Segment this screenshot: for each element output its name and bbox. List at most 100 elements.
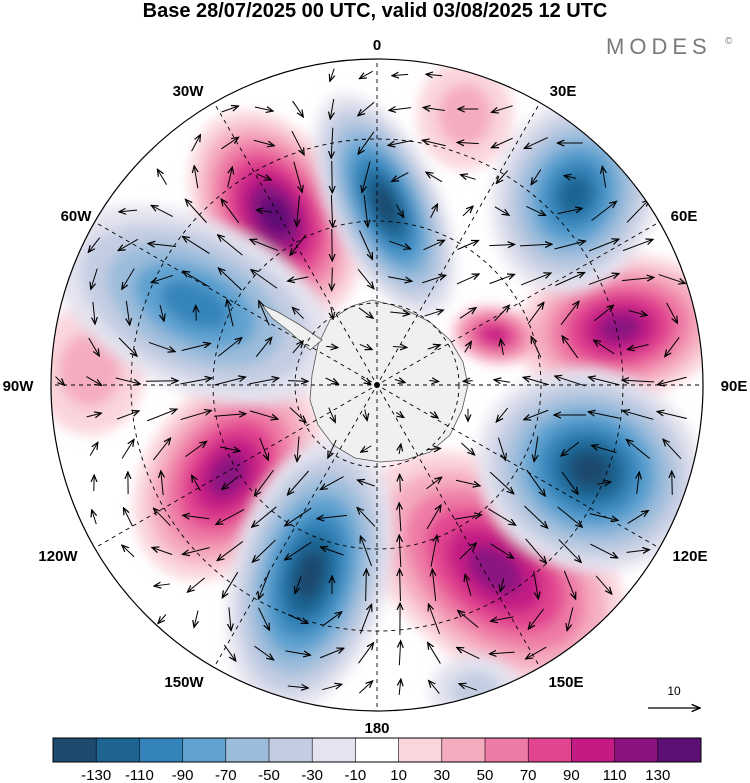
wind-vector (285, 541, 312, 560)
wind-vector (185, 441, 206, 458)
wind-vector (192, 475, 201, 491)
wind-vector (145, 381, 178, 382)
wind-vector (362, 161, 371, 193)
lon-label-120e: 120E (672, 548, 707, 565)
wind-vector (430, 535, 437, 567)
wind-vector (427, 448, 441, 449)
wind-vector (533, 571, 539, 599)
wind-vector (331, 194, 332, 227)
wind-vector (152, 547, 173, 555)
wind-vector (464, 342, 472, 353)
wind-vector (427, 345, 441, 349)
wind-vector (359, 344, 372, 349)
wind-vector (627, 511, 649, 524)
colorbar-segment-9 (441, 738, 486, 762)
wind-vector (55, 376, 65, 386)
wind-vector (588, 377, 620, 386)
wind-vector (555, 376, 586, 387)
colorbar-tick-label: -10 (345, 767, 367, 783)
antarctica-landmass (309, 299, 469, 463)
wind-vector (360, 536, 373, 567)
wind-vectors (55, 68, 687, 696)
wind-vector (219, 447, 240, 451)
wind-vector (524, 505, 547, 528)
wind-vector (491, 137, 513, 148)
wind-vector (218, 235, 243, 256)
wind-vector (628, 310, 647, 316)
wind-vector (663, 439, 682, 460)
wind-vector (602, 166, 605, 188)
wind-vector (253, 139, 275, 146)
wind-vector (627, 343, 649, 349)
lon-label-30w: 30W (173, 83, 205, 100)
colorbar-segment-3 (182, 738, 227, 762)
wind-vector (222, 476, 239, 490)
wind-vector (148, 243, 176, 246)
wind-vector (361, 445, 372, 452)
wind-vector (181, 343, 211, 351)
wind-vector (672, 471, 673, 495)
wind-vector (118, 238, 139, 250)
wind-vector (259, 301, 270, 326)
wind-vector (459, 308, 476, 319)
wind-vector (251, 270, 278, 289)
wind-vector (366, 569, 367, 602)
wind-vector (626, 550, 650, 553)
colorbar-segment-11 (528, 738, 572, 762)
colorbar-segment-8 (398, 738, 443, 762)
wind-vector (591, 201, 617, 222)
colorbar-tick-label: 110 (603, 767, 627, 783)
wind-vector (325, 377, 339, 384)
wind-vector (292, 307, 304, 319)
wind-vector (496, 170, 509, 184)
wind-vector (256, 210, 272, 212)
wind-vector (531, 337, 542, 358)
colorbar-tick-label: -50 (258, 767, 280, 783)
lon-label-60e: 60E (671, 208, 698, 225)
lon-label-0: 0 (373, 37, 381, 54)
wind-vector (332, 267, 333, 291)
wind-vector (501, 339, 504, 356)
lon-label-150w: 150W (164, 674, 204, 691)
wind-vector (287, 614, 308, 624)
negative-anomaly-s-level-6 (295, 550, 325, 600)
wind-vector (148, 341, 175, 351)
wind-vector (519, 244, 552, 246)
wind-vector (331, 127, 333, 158)
wind-vector (221, 106, 239, 113)
wind-vector (637, 472, 640, 494)
wind-vector (116, 411, 139, 420)
wind-vector (588, 239, 619, 252)
positive-anomaly-sw-level-5 (208, 453, 248, 497)
wind-vector (295, 576, 302, 594)
wind-vector (151, 274, 173, 282)
colorbar-segment-12 (571, 738, 616, 762)
wind-vector (399, 503, 401, 532)
wind-vector (183, 515, 210, 518)
wind-vector (422, 140, 446, 147)
wind-vector (554, 241, 586, 250)
wind-vector (229, 607, 231, 630)
wind-vector (221, 137, 238, 150)
wind-vector (214, 377, 245, 386)
wind-vector (400, 569, 401, 602)
brand-copyright-mark: © (725, 36, 733, 47)
wind-vector (525, 538, 547, 563)
wind-vector (151, 205, 173, 217)
wind-vector (328, 439, 337, 458)
wind-vector (180, 378, 211, 385)
colorbar-tick-label: 50 (477, 767, 494, 783)
wind-vector (500, 578, 504, 592)
wind-vector (561, 441, 580, 456)
colorbar-tick-label: 10 (390, 767, 407, 783)
wind-vector (194, 166, 198, 189)
wind-vector (222, 571, 239, 598)
wind-vector (666, 302, 678, 323)
wind-vector (320, 547, 344, 556)
wind-vector (328, 407, 336, 423)
wind-vector (217, 541, 244, 560)
wind-vector (489, 244, 514, 245)
wind-vector (153, 438, 170, 461)
wind-vector (88, 337, 99, 356)
colorbar-segment-1 (96, 738, 140, 762)
